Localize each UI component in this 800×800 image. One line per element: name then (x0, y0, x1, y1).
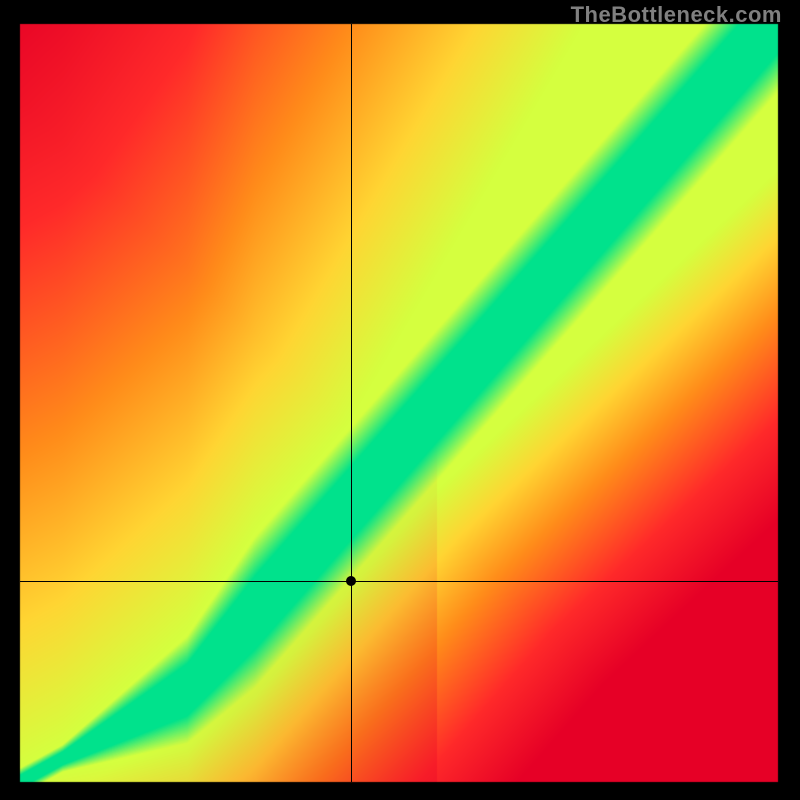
crosshair-horizontal (20, 581, 778, 582)
watermark-text: TheBottleneck.com (571, 2, 782, 28)
chart-container: TheBottleneck.com (0, 0, 800, 800)
crosshair-vertical (351, 24, 352, 782)
bottleneck-heatmap (0, 0, 800, 800)
